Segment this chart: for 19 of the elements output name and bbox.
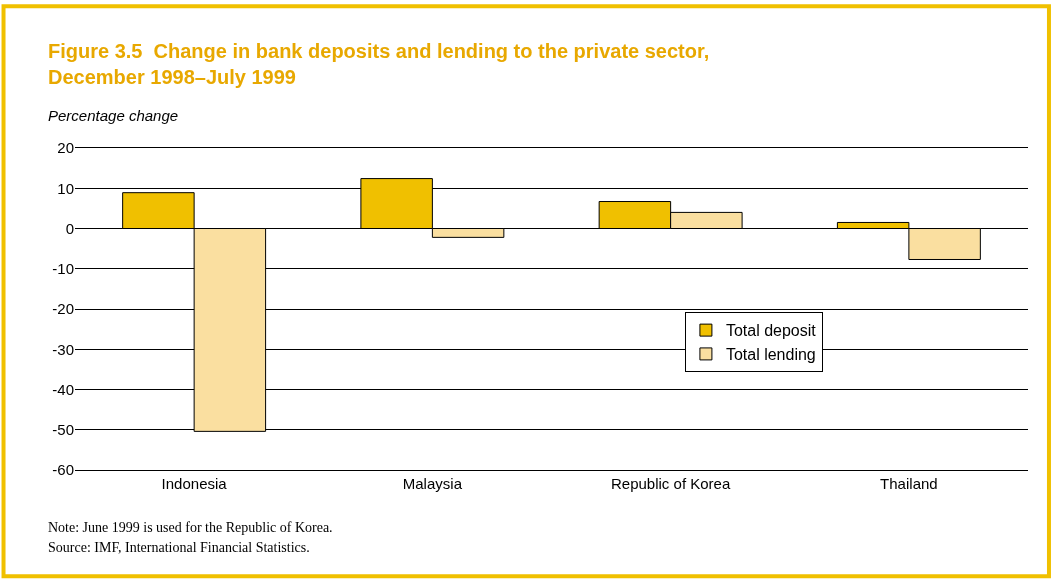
y-tick-label: 10: [57, 179, 74, 197]
x-tick-label: Republic of Korea: [611, 475, 731, 492]
y-tick-label: -60: [52, 461, 74, 479]
text: Note: June 1999 is used for the Republic of Korea.: [48, 520, 333, 535]
y-tick-label: 20: [57, 139, 74, 157]
chart-title: Figure 3.5 Change in bank deposits and lending to the private sector, December 1998–July 1999: [48, 40, 710, 88]
y-tick-label: -30: [52, 340, 74, 358]
source-note: Source: IMF, International Financial Statistics.: [48, 540, 310, 555]
y-axis-title: Percentage change: [48, 107, 179, 124]
x-tick-label: Malaysia: [402, 475, 463, 492]
y-tick-label: -10: [52, 260, 74, 277]
x-tick-label: Thailand: [880, 475, 938, 492]
legend-label: Total lending: [725, 346, 816, 364]
y-tick-label: -50: [52, 421, 74, 438]
y-tick-label: 0: [65, 219, 74, 237]
y-tick-label: -20: [52, 300, 74, 318]
y-tick-label: -40: [52, 380, 74, 398]
legend-label: Total deposit: [725, 322, 817, 340]
x-tick-label: Indonesia: [161, 475, 228, 492]
